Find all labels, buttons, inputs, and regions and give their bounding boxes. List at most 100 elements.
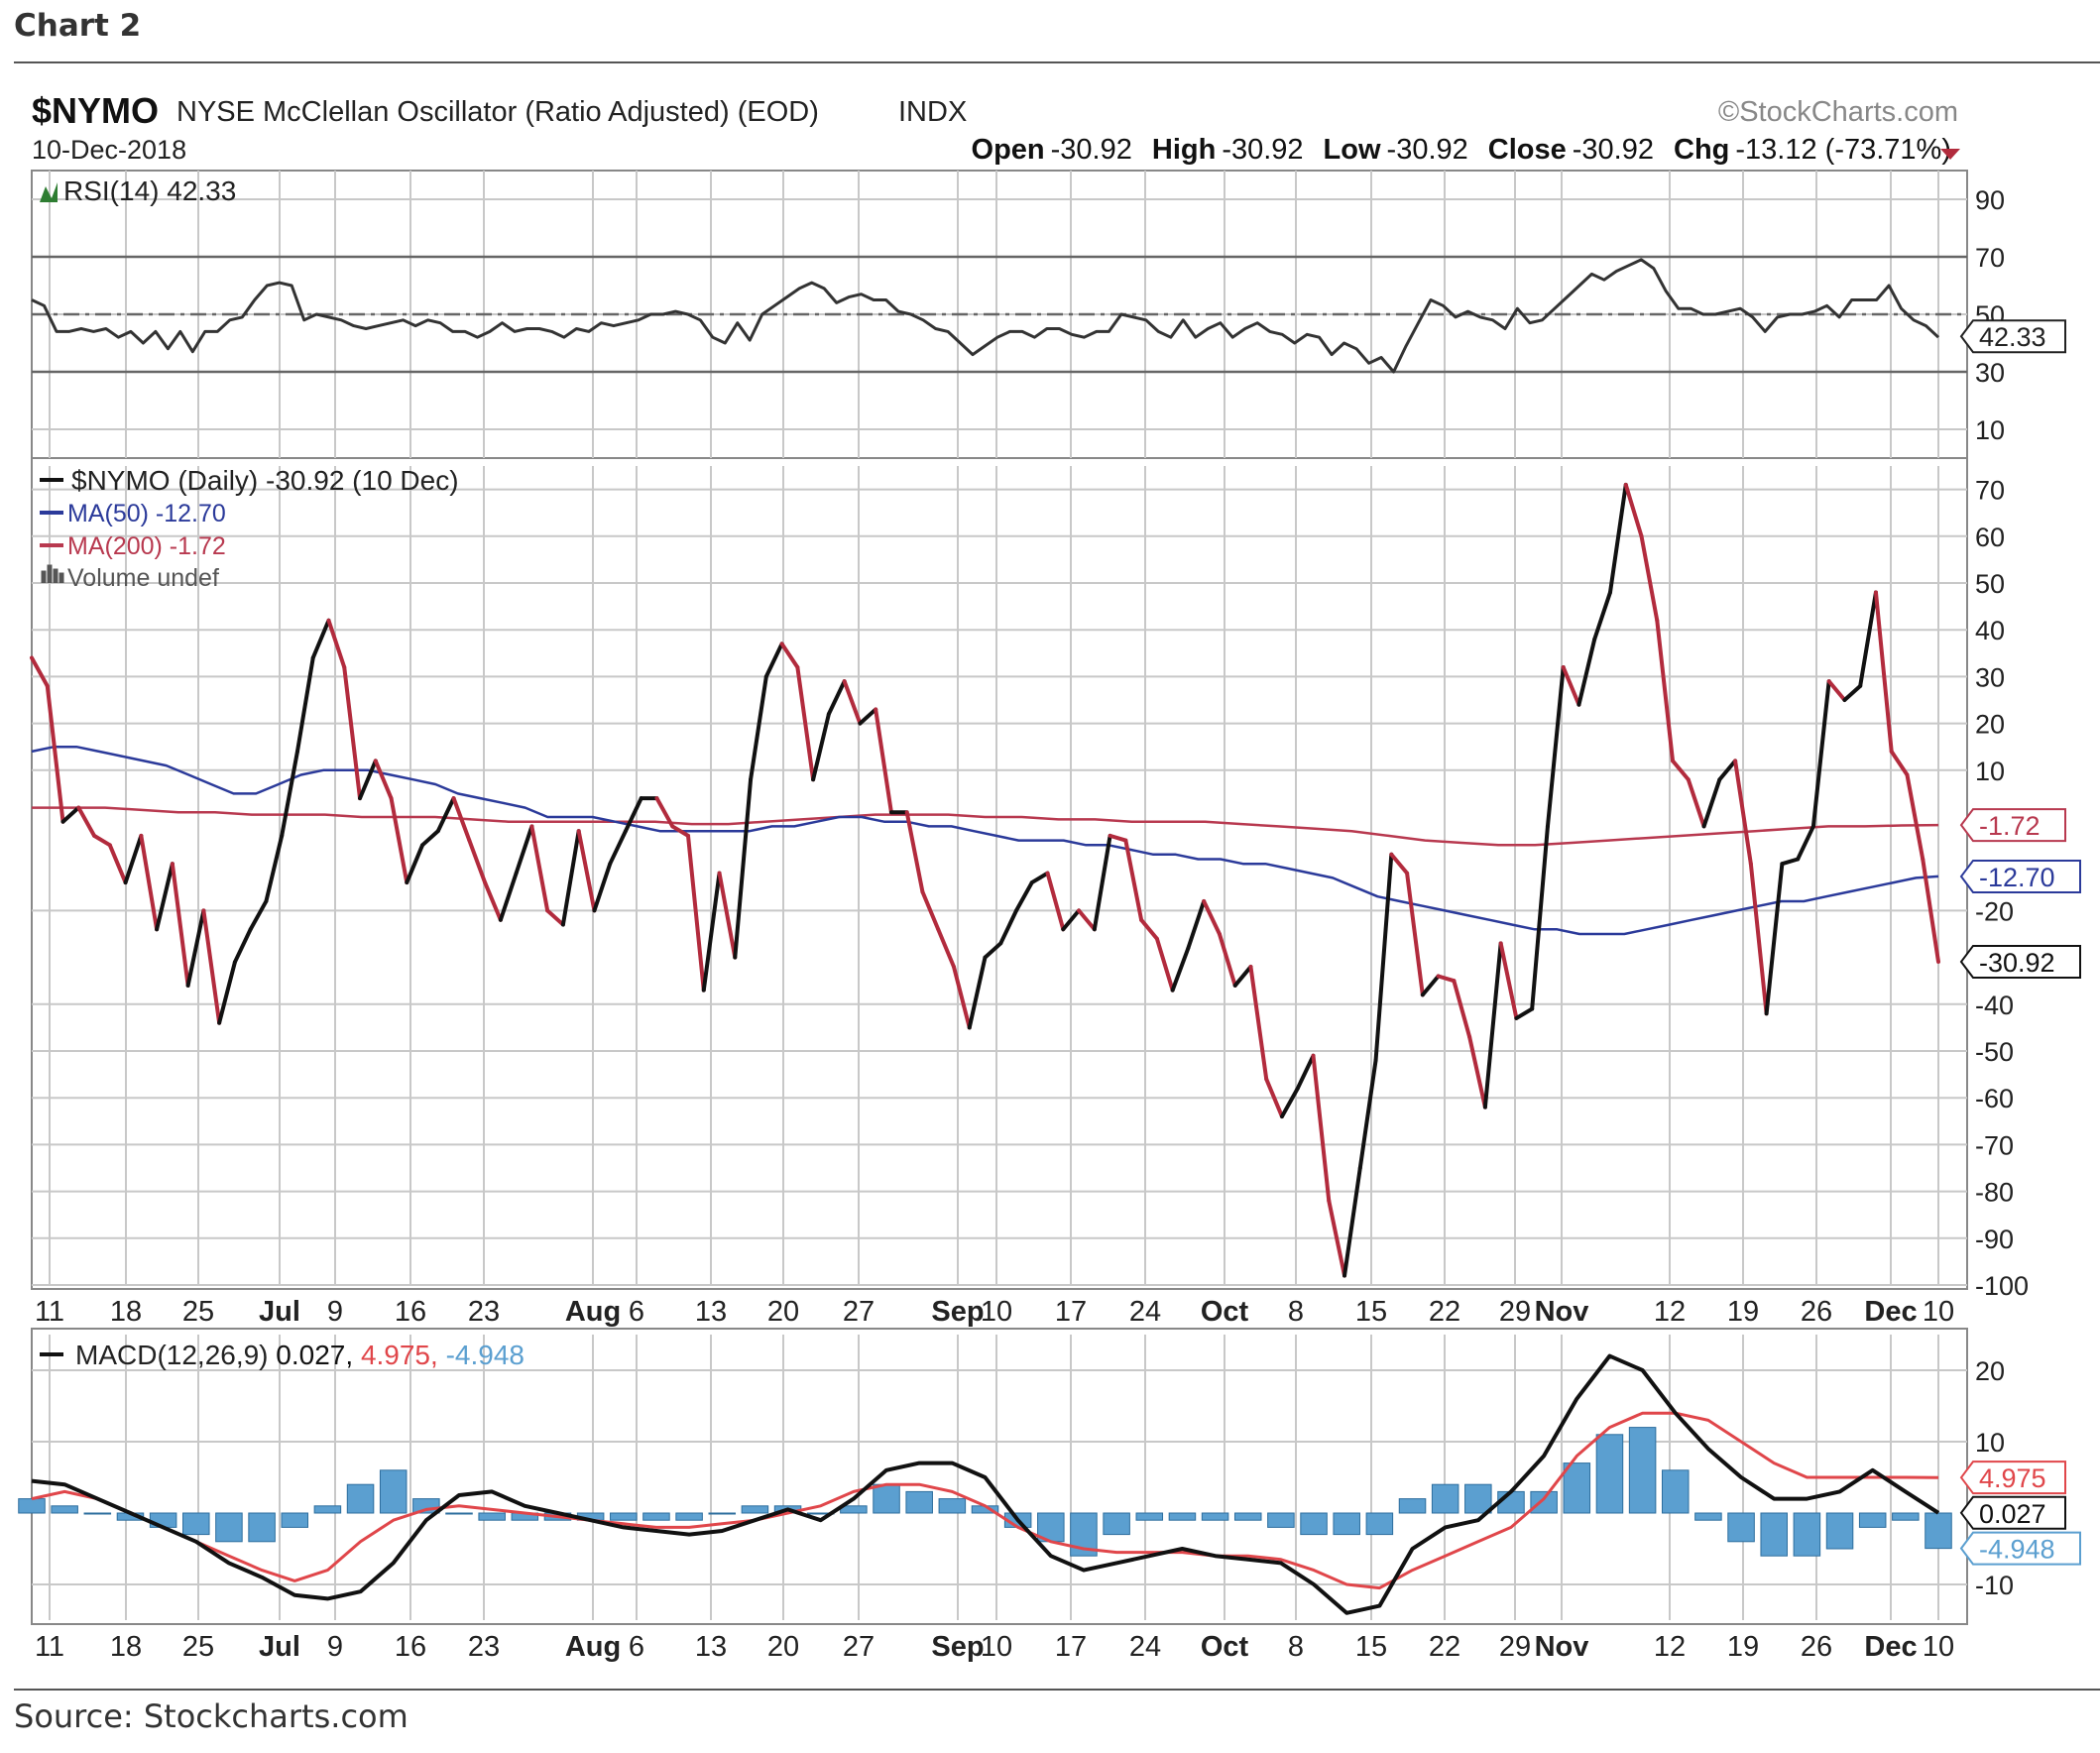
macd-histogram-bar bbox=[182, 1512, 210, 1536]
macd-legend: MACD(12,26,9) 0.027, 4.975, -4.948 bbox=[40, 1340, 525, 1370]
y-tick-label: 70 bbox=[1975, 243, 2005, 273]
nymo-segment bbox=[826, 679, 847, 717]
x-tick-label: 20 bbox=[767, 1296, 799, 1328]
nymo-segment bbox=[1248, 965, 1269, 1082]
nymo-segment bbox=[1264, 1077, 1284, 1119]
chg-label: Chg bbox=[1674, 134, 1729, 166]
y-tick-label: -40 bbox=[1975, 991, 2014, 1020]
nymo-segment bbox=[60, 805, 81, 824]
nymo-segment bbox=[232, 927, 253, 965]
macd-histogram-bar bbox=[313, 1505, 342, 1514]
nymo-segment bbox=[1154, 936, 1175, 993]
macd-signal-line bbox=[31, 1411, 1939, 1590]
legend-volume: Volume undef bbox=[67, 564, 219, 592]
macd-value-box: -4.948 bbox=[1959, 1531, 2081, 1566]
x-tick-label: 18 bbox=[110, 1296, 142, 1328]
nymo-segment bbox=[560, 829, 581, 927]
x-tick-label: 23 bbox=[468, 1631, 500, 1663]
x-tick-label: 19 bbox=[1727, 1631, 1759, 1663]
nymo-segment bbox=[358, 759, 378, 801]
volume-icon bbox=[41, 564, 64, 583]
nymo-segment bbox=[1373, 852, 1394, 1063]
chg-value: -13.12 (-73.71%) bbox=[1735, 134, 1951, 166]
macd-histogram-bar bbox=[1925, 1512, 1952, 1550]
x-tick-label: 6 bbox=[629, 1631, 644, 1663]
nymo-segment bbox=[389, 796, 409, 885]
nymo-segment bbox=[420, 829, 440, 848]
nymo-segment bbox=[1279, 1086, 1300, 1119]
nymo-segment bbox=[1623, 482, 1644, 538]
x-tick-label: Jul bbox=[259, 1631, 300, 1663]
nymo-segment bbox=[874, 707, 893, 815]
x-tick-label: 10 bbox=[981, 1631, 1012, 1663]
nymo-segment bbox=[842, 679, 863, 726]
x-tick-label: Aug bbox=[565, 1296, 621, 1328]
nymo-segment bbox=[185, 908, 206, 988]
series-layer bbox=[18, 258, 1952, 1615]
macd-value-box: 0.027 bbox=[1959, 1495, 2066, 1530]
x-tick-label: 22 bbox=[1429, 1631, 1460, 1663]
y-tick-label: 10 bbox=[1975, 415, 2005, 445]
nymo-segment bbox=[1671, 759, 1691, 782]
nymo-segment bbox=[92, 833, 112, 848]
y-tick-label: -100 bbox=[1975, 1271, 2029, 1301]
nymo-segment bbox=[779, 642, 800, 669]
price-value-box-text: -1.72 bbox=[1979, 811, 2041, 841]
x-tick-label: Aug bbox=[565, 1631, 621, 1663]
macd-value-box-text: 4.975 bbox=[1979, 1463, 2046, 1493]
top-divider bbox=[14, 61, 2100, 63]
nymo-segment bbox=[1092, 833, 1112, 932]
x-tick-label: 27 bbox=[843, 1631, 875, 1663]
macd-histogram-bar bbox=[83, 1512, 112, 1515]
x-tick-label: 12 bbox=[1654, 1631, 1686, 1663]
nymo-segment bbox=[670, 824, 691, 838]
x-tick-label: 25 bbox=[182, 1296, 214, 1328]
y-tick-label: 20 bbox=[1975, 1356, 2005, 1386]
y-tick-label: -20 bbox=[1975, 896, 2014, 926]
macd-histogram-bar bbox=[248, 1512, 276, 1543]
nymo-segment bbox=[920, 889, 941, 932]
y-tick-label: 10 bbox=[1975, 757, 2005, 786]
nymo-segment bbox=[1232, 965, 1253, 988]
macd-histogram-bar bbox=[642, 1512, 670, 1521]
macd-title: MACD(12,26,9) 0.027, 4.975, -4.948 bbox=[75, 1340, 525, 1370]
x-tick-label: Nov bbox=[1535, 1631, 1589, 1663]
price-value-box-box bbox=[1959, 808, 2066, 843]
bottom-divider bbox=[14, 1689, 2100, 1691]
price-value-box: -12.70 bbox=[1959, 859, 2081, 893]
nymo-segment bbox=[1733, 759, 1753, 867]
exchange-label: INDX bbox=[898, 96, 967, 128]
nymo-segment bbox=[686, 833, 706, 993]
macd-histogram-bar bbox=[708, 1512, 737, 1515]
y-tick-label: 30 bbox=[1975, 662, 2005, 692]
x-tick-label: 9 bbox=[327, 1631, 343, 1663]
nymo-segment bbox=[155, 862, 175, 932]
macd-histogram-bar bbox=[1398, 1498, 1427, 1514]
x-tick-label: 26 bbox=[1801, 1631, 1832, 1663]
macd-histogram-bar bbox=[1365, 1512, 1394, 1536]
macd-signal-value: 4.975, bbox=[361, 1340, 438, 1370]
macd-histogram-bar bbox=[1694, 1512, 1722, 1521]
y-tick-label: -90 bbox=[1975, 1225, 2014, 1254]
macd-value-box-text: -4.948 bbox=[1979, 1535, 2055, 1565]
price-value-box-box bbox=[1959, 859, 2081, 893]
macd-histogram-bar bbox=[215, 1512, 243, 1543]
nymo-segment bbox=[1858, 590, 1878, 688]
symbol-label: $NYMO bbox=[32, 90, 159, 131]
nymo-segment bbox=[1717, 759, 1738, 782]
nymo-segment bbox=[1123, 838, 1144, 922]
x-tick-label: 17 bbox=[1055, 1631, 1087, 1663]
nymo-segment bbox=[858, 707, 878, 726]
y-tick-label: 10 bbox=[1975, 1428, 2005, 1458]
x-tick-label: 22 bbox=[1429, 1296, 1460, 1328]
nymo-segment bbox=[936, 927, 956, 970]
ma200-line bbox=[32, 806, 1939, 847]
macd-histogram-bar bbox=[1530, 1490, 1558, 1514]
macd-histogram-bar bbox=[281, 1512, 309, 1528]
down-arrow-icon bbox=[1940, 149, 1960, 160]
macd-value-box-text: 0.027 bbox=[1979, 1499, 2046, 1529]
x-tick-label: Sep bbox=[931, 1631, 984, 1663]
close-label: Close bbox=[1488, 134, 1567, 166]
macd-histogram-bar bbox=[741, 1505, 769, 1514]
